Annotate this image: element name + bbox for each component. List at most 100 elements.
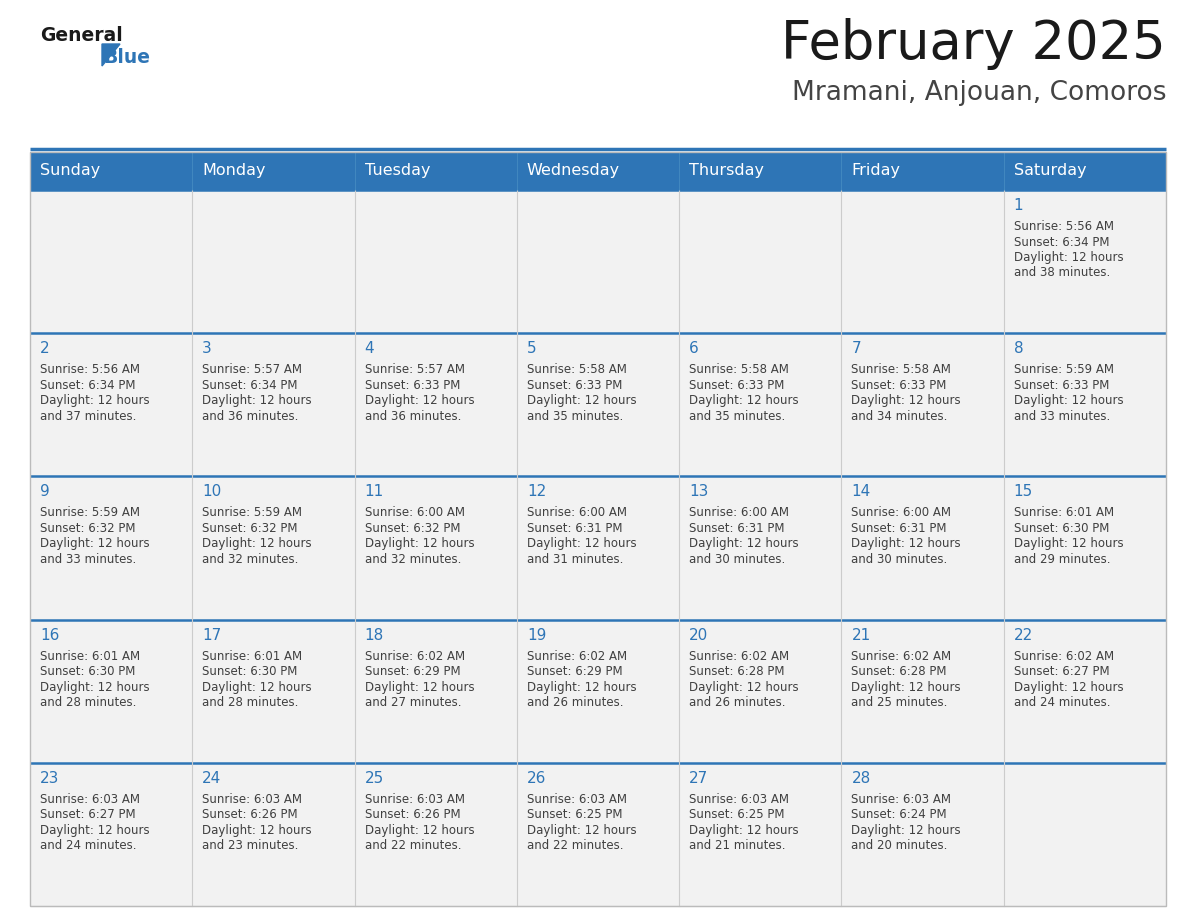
Text: 4: 4 — [365, 341, 374, 356]
Text: Daylight: 12 hours: Daylight: 12 hours — [526, 823, 637, 837]
Bar — [30, 152, 1165, 906]
Text: 12: 12 — [526, 485, 546, 499]
Text: Daylight: 12 hours: Daylight: 12 hours — [1013, 537, 1124, 551]
Text: Sunset: 6:33 PM: Sunset: 6:33 PM — [1013, 379, 1110, 392]
Text: Sunset: 6:27 PM: Sunset: 6:27 PM — [1013, 666, 1110, 678]
Text: Sunday: Sunday — [40, 163, 100, 178]
Text: Sunset: 6:33 PM: Sunset: 6:33 PM — [526, 379, 623, 392]
Text: and 23 minutes.: and 23 minutes. — [202, 839, 298, 852]
Bar — [841, 620, 1004, 763]
Text: Sunrise: 6:03 AM: Sunrise: 6:03 AM — [526, 793, 627, 806]
Text: and 27 minutes.: and 27 minutes. — [365, 696, 461, 709]
Text: 13: 13 — [689, 485, 708, 499]
Text: Daylight: 12 hours: Daylight: 12 hours — [852, 823, 961, 837]
Text: Sunset: 6:31 PM: Sunset: 6:31 PM — [526, 522, 623, 535]
Bar — [30, 152, 1165, 190]
Bar — [680, 620, 841, 763]
Text: Sunset: 6:34 PM: Sunset: 6:34 PM — [202, 379, 298, 392]
Bar — [192, 190, 354, 333]
Text: and 38 minutes.: and 38 minutes. — [1013, 266, 1110, 279]
Text: and 33 minutes.: and 33 minutes. — [1013, 409, 1110, 422]
Text: Sunrise: 6:01 AM: Sunrise: 6:01 AM — [40, 650, 140, 663]
Text: Sunset: 6:26 PM: Sunset: 6:26 PM — [202, 809, 298, 822]
Text: 17: 17 — [202, 628, 221, 643]
Text: and 24 minutes.: and 24 minutes. — [40, 839, 137, 852]
Text: Sunset: 6:32 PM: Sunset: 6:32 PM — [40, 522, 135, 535]
Text: 19: 19 — [526, 628, 546, 643]
Text: Sunrise: 5:59 AM: Sunrise: 5:59 AM — [40, 507, 140, 520]
Text: Sunrise: 5:56 AM: Sunrise: 5:56 AM — [1013, 220, 1113, 233]
Text: Sunrise: 5:56 AM: Sunrise: 5:56 AM — [40, 364, 140, 376]
Text: 8: 8 — [1013, 341, 1023, 356]
Bar — [30, 190, 192, 333]
Text: and 32 minutes.: and 32 minutes. — [202, 553, 298, 565]
Text: and 30 minutes.: and 30 minutes. — [689, 553, 785, 565]
Text: 27: 27 — [689, 771, 708, 786]
Bar — [517, 476, 680, 620]
Text: and 33 minutes.: and 33 minutes. — [40, 553, 137, 565]
Bar — [192, 333, 354, 476]
Text: Daylight: 12 hours: Daylight: 12 hours — [526, 537, 637, 551]
Bar — [517, 763, 680, 906]
Text: and 22 minutes.: and 22 minutes. — [526, 839, 624, 852]
Bar — [192, 763, 354, 906]
Bar — [30, 476, 192, 620]
Bar — [354, 763, 517, 906]
Text: Friday: Friday — [852, 163, 901, 178]
Bar — [841, 763, 1004, 906]
Text: Sunrise: 6:02 AM: Sunrise: 6:02 AM — [1013, 650, 1114, 663]
Text: Sunset: 6:30 PM: Sunset: 6:30 PM — [202, 666, 298, 678]
Text: 10: 10 — [202, 485, 221, 499]
Text: Sunset: 6:30 PM: Sunset: 6:30 PM — [40, 666, 135, 678]
Text: and 28 minutes.: and 28 minutes. — [202, 696, 298, 709]
Bar — [192, 620, 354, 763]
Text: Sunrise: 5:57 AM: Sunrise: 5:57 AM — [365, 364, 465, 376]
Text: Sunset: 6:29 PM: Sunset: 6:29 PM — [526, 666, 623, 678]
Text: Daylight: 12 hours: Daylight: 12 hours — [852, 537, 961, 551]
Text: Daylight: 12 hours: Daylight: 12 hours — [1013, 394, 1124, 408]
Text: 28: 28 — [852, 771, 871, 786]
Bar — [680, 333, 841, 476]
Text: and 28 minutes.: and 28 minutes. — [40, 696, 137, 709]
Text: Sunset: 6:25 PM: Sunset: 6:25 PM — [689, 809, 784, 822]
Text: 26: 26 — [526, 771, 546, 786]
Text: Sunrise: 5:59 AM: Sunrise: 5:59 AM — [1013, 364, 1113, 376]
Text: and 21 minutes.: and 21 minutes. — [689, 839, 785, 852]
Bar — [1004, 620, 1165, 763]
Text: Daylight: 12 hours: Daylight: 12 hours — [852, 394, 961, 408]
Text: and 22 minutes.: and 22 minutes. — [365, 839, 461, 852]
Text: Daylight: 12 hours: Daylight: 12 hours — [202, 537, 312, 551]
Text: and 26 minutes.: and 26 minutes. — [526, 696, 624, 709]
Text: Sunrise: 6:02 AM: Sunrise: 6:02 AM — [689, 650, 789, 663]
Text: 22: 22 — [1013, 628, 1032, 643]
Text: 6: 6 — [689, 341, 699, 356]
Text: Daylight: 12 hours: Daylight: 12 hours — [365, 394, 474, 408]
Text: Sunset: 6:32 PM: Sunset: 6:32 PM — [202, 522, 298, 535]
Text: Sunset: 6:34 PM: Sunset: 6:34 PM — [1013, 236, 1110, 249]
Text: Daylight: 12 hours: Daylight: 12 hours — [689, 823, 798, 837]
Bar — [354, 476, 517, 620]
Bar — [841, 476, 1004, 620]
Bar — [30, 333, 192, 476]
Text: 21: 21 — [852, 628, 871, 643]
Text: and 25 minutes.: and 25 minutes. — [852, 696, 948, 709]
Text: Sunrise: 5:58 AM: Sunrise: 5:58 AM — [526, 364, 627, 376]
Text: Daylight: 12 hours: Daylight: 12 hours — [40, 537, 150, 551]
Text: Daylight: 12 hours: Daylight: 12 hours — [689, 394, 798, 408]
Text: Sunset: 6:31 PM: Sunset: 6:31 PM — [689, 522, 784, 535]
Text: Daylight: 12 hours: Daylight: 12 hours — [1013, 680, 1124, 694]
Text: Daylight: 12 hours: Daylight: 12 hours — [689, 537, 798, 551]
Text: Sunset: 6:27 PM: Sunset: 6:27 PM — [40, 809, 135, 822]
Text: Sunrise: 6:03 AM: Sunrise: 6:03 AM — [202, 793, 302, 806]
Text: Daylight: 12 hours: Daylight: 12 hours — [365, 823, 474, 837]
Bar — [30, 620, 192, 763]
Text: Daylight: 12 hours: Daylight: 12 hours — [689, 680, 798, 694]
Text: Daylight: 12 hours: Daylight: 12 hours — [365, 537, 474, 551]
Text: Sunrise: 6:02 AM: Sunrise: 6:02 AM — [852, 650, 952, 663]
Text: Daylight: 12 hours: Daylight: 12 hours — [365, 680, 474, 694]
Text: Daylight: 12 hours: Daylight: 12 hours — [202, 394, 312, 408]
Text: Blue: Blue — [103, 48, 150, 67]
Text: Sunrise: 6:00 AM: Sunrise: 6:00 AM — [526, 507, 627, 520]
Text: Sunset: 6:33 PM: Sunset: 6:33 PM — [365, 379, 460, 392]
Text: and 32 minutes.: and 32 minutes. — [365, 553, 461, 565]
